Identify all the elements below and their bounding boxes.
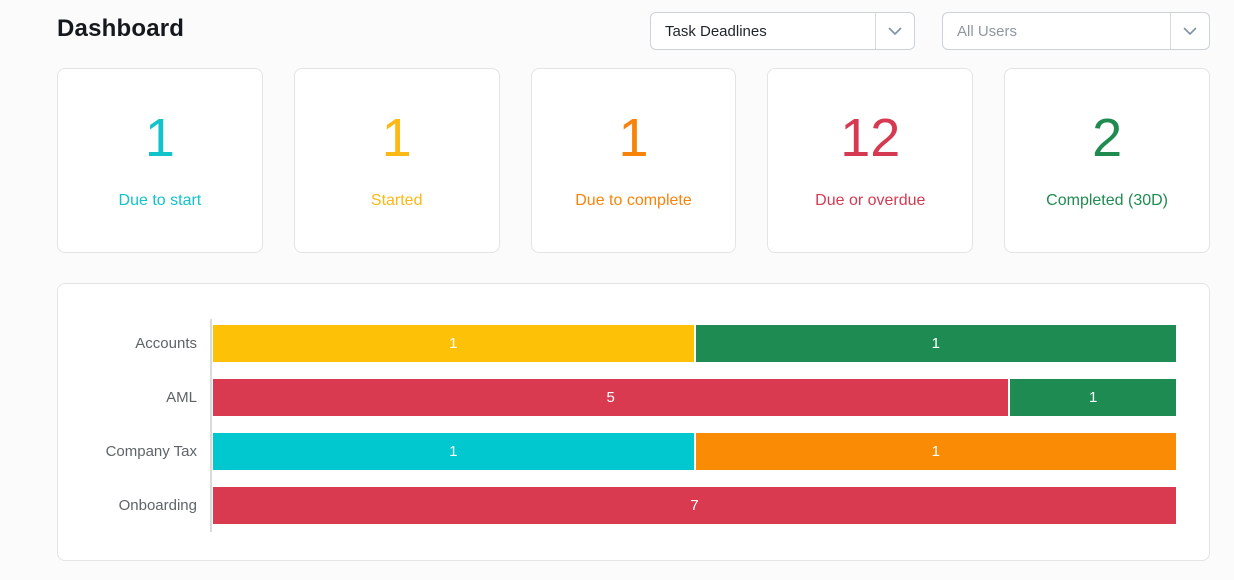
bar-value-label: 1 <box>931 443 940 460</box>
bar-segment[interactable]: 5 <box>213 379 1009 416</box>
bar-segment[interactable]: 1 <box>213 433 694 470</box>
page-title: Dashboard <box>57 15 185 42</box>
chart-labels-column: Accounts AML Company Tax Onboarding <box>58 319 210 532</box>
stat-value: 1 <box>381 108 412 168</box>
chevron-down-icon <box>1170 13 1209 49</box>
bar-segment[interactable]: 1 <box>1010 379 1176 416</box>
dashboard-page: Dashboard Task Deadlines All Users <box>57 12 1210 561</box>
stat-label: Due or overdue <box>815 192 926 209</box>
stat-card-started[interactable]: 1 Started <box>293 68 500 253</box>
chart-row-track: 7 <box>213 487 1176 524</box>
stat-label: Due to complete <box>575 192 692 209</box>
bar-value-label: 7 <box>690 497 699 514</box>
bar-value-label: 1 <box>1088 389 1098 406</box>
stat-label: Completed (30D) <box>1046 192 1168 209</box>
stat-value: 12 <box>840 108 901 168</box>
bar-value-label: 5 <box>606 389 615 406</box>
stat-value: 1 <box>618 108 649 168</box>
stat-label: Started <box>370 192 423 209</box>
chart-category-label: Company Tax <box>105 443 197 460</box>
chart-category-label: Onboarding <box>118 497 197 514</box>
bar-value-label: 1 <box>449 443 458 460</box>
stat-card-completed-30d[interactable]: 2 Completed (30D) <box>1004 68 1210 253</box>
chart-category-label: AML <box>166 389 197 406</box>
bar-segment[interactable]: 7 <box>213 487 1176 524</box>
header-filters: Task Deadlines All Users <box>650 12 1210 50</box>
bar-segment[interactable]: 1 <box>213 325 694 362</box>
chart-category-label: Accounts <box>135 335 197 352</box>
bar-segment[interactable]: 1 <box>695 433 1176 470</box>
users-filter-select[interactable]: All Users <box>942 12 1210 50</box>
stat-card-due-to-complete[interactable]: 1 Due to complete <box>530 68 737 253</box>
report-type-select[interactable]: Task Deadlines <box>650 12 915 50</box>
stat-value: 2 <box>1092 108 1123 168</box>
stat-card-due-to-start[interactable]: 1 Due to start <box>57 68 263 253</box>
stat-label: Due to start <box>118 192 202 209</box>
stat-card-due-or-overdue[interactable]: 12 Due or overdue <box>767 68 974 253</box>
users-filter-select-value: All Users <box>957 22 1018 40</box>
bar-value-label: 1 <box>931 335 940 352</box>
stat-value: 1 <box>144 108 175 168</box>
stat-cards-row: 1 Due to start 1 Started 1 Due to comple… <box>57 68 1210 253</box>
chevron-down-icon <box>875 13 914 49</box>
bar-segment[interactable]: 1 <box>695 325 1176 362</box>
bar-value-label: 1 <box>449 335 458 352</box>
report-type-select-value: Task Deadlines <box>665 22 767 40</box>
page-header: Dashboard Task Deadlines All Users <box>57 12 1210 68</box>
